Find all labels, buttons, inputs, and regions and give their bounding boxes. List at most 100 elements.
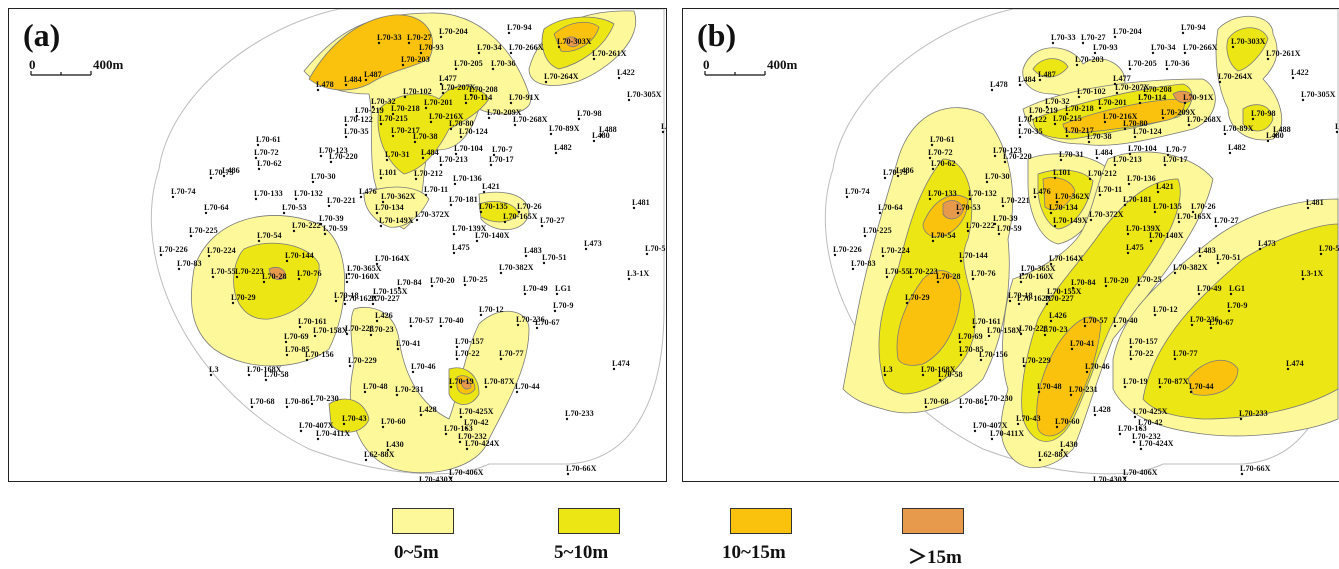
- well-marker: [449, 385, 453, 389]
- well-marker: [959, 259, 963, 263]
- well-label: L70-94: [507, 23, 532, 32]
- well-marker: [987, 334, 991, 338]
- well-marker: [254, 197, 258, 201]
- well-marker: [391, 112, 395, 116]
- well-marker: [419, 413, 423, 417]
- well-label: L70-36: [491, 59, 516, 68]
- well-marker: [1029, 114, 1033, 118]
- well-label: L474: [612, 359, 630, 368]
- well-marker: [257, 239, 261, 243]
- well-label: L70-209X: [1161, 108, 1196, 117]
- well-label: L70-220: [1003, 152, 1032, 161]
- well-label: L70-233: [1239, 409, 1268, 418]
- well-label: L70-30: [311, 172, 336, 181]
- well-marker: [1335, 130, 1339, 134]
- legend-swatch: [558, 508, 620, 534]
- well-marker: [429, 120, 433, 124]
- well-label: L70-228: [345, 324, 374, 333]
- well-label: L70-67: [535, 318, 560, 327]
- well-label: L70-134: [1049, 203, 1078, 212]
- well-marker: [1266, 139, 1270, 143]
- well-marker: [1183, 101, 1187, 105]
- well-label: L70-264X: [1218, 72, 1253, 81]
- well-marker: [883, 176, 887, 180]
- well-marker: [1137, 283, 1141, 287]
- well-label: L101: [379, 168, 397, 177]
- well-label: L70-217: [1065, 126, 1094, 135]
- well-label: L70-102: [1077, 87, 1106, 96]
- well-label: L70-424X: [465, 439, 500, 448]
- well-marker: [344, 83, 348, 87]
- well-label: L70-20: [430, 276, 455, 285]
- well-marker: [391, 134, 395, 138]
- well-marker: [1149, 239, 1153, 243]
- well-label: L70-34: [477, 43, 502, 52]
- well-label: L70-53: [956, 203, 981, 212]
- well-label: L70-66X: [1240, 464, 1271, 473]
- well-marker: [1181, 31, 1185, 35]
- well-marker: [1065, 112, 1069, 116]
- well-marker: [1017, 302, 1021, 306]
- well-marker: [1059, 158, 1063, 162]
- well-marker: [439, 324, 443, 328]
- well-marker: [1223, 132, 1227, 136]
- well-label: L70-41: [1070, 339, 1095, 348]
- well-marker: [294, 197, 298, 201]
- well-label: L484: [344, 75, 362, 84]
- well-marker: [1093, 413, 1097, 417]
- well-label: L70-165X: [1177, 212, 1212, 221]
- well-label: L70-85: [959, 345, 984, 354]
- contour-class-3: [308, 14, 600, 395]
- well-label: LG1: [1229, 284, 1245, 293]
- well-label: L70-64: [204, 203, 229, 212]
- well-label: L70-114: [1138, 93, 1166, 102]
- well-marker: [285, 259, 289, 263]
- well-label: L70-64: [878, 203, 903, 212]
- well-label: L70-305X: [1301, 90, 1336, 99]
- well-label: L70-221: [327, 196, 356, 205]
- well-label: L70-124: [459, 127, 488, 136]
- well-label: L70-59: [323, 224, 348, 233]
- well-marker: [896, 174, 900, 178]
- well-marker: [211, 275, 215, 279]
- well-label: L488: [599, 125, 617, 134]
- well-label: L70-28: [262, 272, 287, 281]
- well-marker: [449, 127, 453, 131]
- well-marker: [347, 272, 351, 276]
- well-marker: [499, 271, 503, 275]
- well-marker: [257, 167, 261, 171]
- well-marker: [909, 275, 913, 279]
- well-marker: [364, 458, 368, 462]
- well-label: L70-62: [257, 159, 282, 168]
- well-label: L70-62: [931, 159, 956, 168]
- well-marker: [297, 277, 301, 281]
- well-marker: [1060, 448, 1064, 452]
- well-label: L70-27: [1214, 216, 1239, 225]
- well-marker: [1123, 476, 1127, 480]
- well-marker: [395, 393, 399, 397]
- well-label: L70-69: [284, 332, 309, 341]
- well-marker: [1103, 120, 1107, 124]
- well-label: L70-55: [885, 267, 910, 276]
- well-label: L421: [482, 182, 500, 191]
- well-marker: [1187, 123, 1191, 127]
- well-label: L70-221: [1001, 196, 1030, 205]
- well-marker: [371, 105, 375, 109]
- well-marker: [1183, 51, 1187, 55]
- well-marker: [1093, 51, 1097, 55]
- well-marker: [464, 426, 468, 430]
- well-label: L477: [439, 74, 457, 83]
- well-label: L475: [452, 243, 470, 252]
- well-label: L70-83: [851, 259, 876, 268]
- well-marker: [1038, 458, 1042, 462]
- well-label: L70-19: [449, 377, 474, 386]
- well-label: L487: [364, 70, 382, 79]
- well-label: L70-407X: [299, 421, 334, 430]
- well-label: L70-372X: [415, 210, 450, 219]
- well-marker: [1218, 80, 1222, 84]
- well-marker: [377, 41, 381, 45]
- well-label: L70-225: [863, 226, 892, 235]
- well-label: L70-44: [515, 382, 540, 391]
- map-panel-a: L70-204 L70-33 L70-27 L70-93 L70-34 L70-94 L70…: [8, 8, 667, 482]
